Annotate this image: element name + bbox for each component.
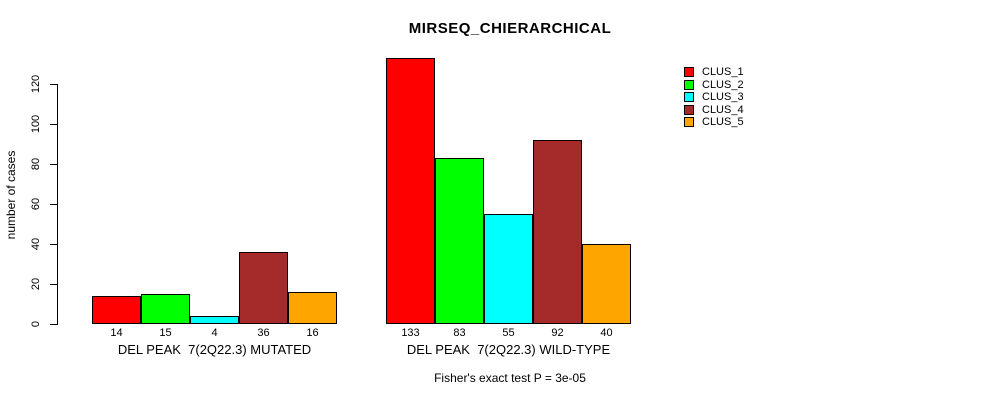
bar-clus_5-group2 (582, 244, 631, 324)
y-tick (50, 164, 57, 165)
chart-title: MIRSEQ_CHIERARCHICAL (408, 20, 612, 37)
bar-value-label: 15 (159, 327, 172, 339)
bar-clus_1-group2 (386, 58, 435, 324)
legend-swatch-clus_5 (684, 117, 694, 128)
y-tick-label: 40 (30, 237, 42, 251)
y-tick-label: 80 (30, 157, 42, 171)
bar-value-label: 14 (110, 327, 123, 339)
legend-swatch-clus_3 (684, 92, 694, 103)
legend-label-clus_3: CLUS_3 (702, 91, 744, 104)
bar-clus_4-group2 (533, 140, 582, 324)
bar-value-label: 36 (257, 327, 270, 339)
bar-value-label: 40 (600, 327, 613, 339)
group-label: DEL PEAK 7(2Q22.3) WILD-TYPE (406, 342, 611, 357)
legend-label-clus_4: CLUS_4 (702, 103, 744, 116)
bar-clus_2-group1 (141, 294, 190, 324)
y-tick (50, 284, 57, 285)
legend-swatch-clus_2 (684, 79, 694, 90)
y-tick-label: 20 (30, 277, 42, 291)
legend-swatch-clus_1 (684, 67, 694, 77)
bar-clus_5-group1 (288, 292, 337, 324)
y-axis-line (57, 84, 58, 325)
y-tick (50, 124, 57, 125)
y-tick-label: 100 (30, 114, 42, 134)
legend-label-clus_1: CLUS_1 (702, 66, 744, 78)
y-axis-title: number of cases (4, 150, 18, 240)
y-tick-label: 0 (30, 320, 42, 328)
legend-label-clus_5: CLUS_5 (702, 116, 744, 129)
bar-clus_3-group2 (484, 214, 533, 324)
bar-value-label: 55 (502, 327, 515, 339)
y-tick (50, 84, 57, 85)
y-tick (50, 324, 57, 325)
bar-value-label: 16 (306, 327, 319, 339)
bar-clus_1-group1 (92, 296, 141, 324)
legend-swatch-clus_4 (684, 104, 694, 115)
bar-value-label: 133 (401, 327, 420, 339)
bar-value-label: 4 (211, 327, 218, 339)
bar-clus_4-group1 (239, 252, 288, 324)
bar-value-label: 83 (453, 327, 466, 339)
y-tick-label: 60 (30, 197, 42, 211)
y-tick-label: 120 (30, 74, 42, 94)
group-label: DEL PEAK 7(2Q22.3) MUTATED (117, 342, 312, 357)
footer-note: Fisher's exact test P = 3e-05 (434, 371, 586, 385)
bar-clus_3-group1 (190, 316, 239, 324)
y-tick (50, 244, 57, 245)
bar-clus_2-group2 (435, 158, 484, 324)
legend-label-clus_2: CLUS_2 (702, 78, 744, 91)
y-tick (50, 204, 57, 205)
bar-value-label: 92 (551, 327, 564, 339)
